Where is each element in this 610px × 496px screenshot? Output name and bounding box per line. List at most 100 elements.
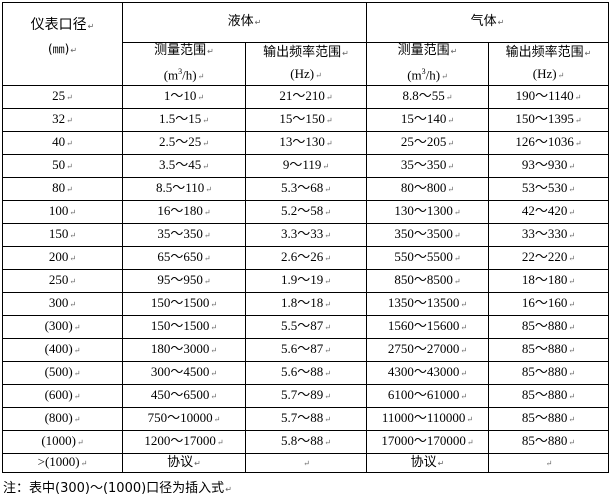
diameter-cell: (1000) bbox=[2, 430, 123, 455]
liquid-freq-cell bbox=[245, 453, 367, 474]
cell-text: 11000～110000 bbox=[382, 410, 473, 425]
cell-text: 100 bbox=[49, 203, 76, 218]
liquid-measure-cell: 1200～17000 bbox=[122, 430, 246, 455]
cell-text: 35～350 bbox=[157, 226, 210, 241]
liquid-freq-cell: 3.3～33 bbox=[245, 223, 367, 248]
unit-sup: 3 bbox=[178, 67, 183, 76]
gas-freq-cell bbox=[488, 453, 609, 474]
diameter-cell: 300 bbox=[2, 292, 123, 317]
cell-text: (600) bbox=[45, 387, 81, 402]
table-row: 40 2.5～25 13～130 25～205 126～1036 bbox=[2, 131, 609, 156]
liquid-freq-cell: 5.2～58 bbox=[245, 200, 367, 225]
cell-text: (400) bbox=[45, 341, 81, 356]
measure-range-label: 测量范围 bbox=[367, 43, 488, 60]
diameter-cell: 40 bbox=[2, 131, 123, 156]
gas-freq-cell: 150～1395 bbox=[488, 108, 609, 133]
gas-freq-cell: 33～330 bbox=[488, 223, 609, 248]
table-row: 200 65～650 2.6～26 550～5500 22～220 bbox=[2, 246, 609, 271]
gas-freq-cell: 85～880 bbox=[488, 315, 609, 340]
diameter-cell: 200 bbox=[2, 246, 123, 271]
gas-measure-cell: 1350～13500 bbox=[366, 292, 489, 317]
cell-text: 300～4500 bbox=[151, 364, 217, 379]
cell-text: (1000) bbox=[41, 433, 83, 448]
diameter-cell: (600) bbox=[2, 384, 123, 409]
liquid-freq-cell: 1.9～19 bbox=[245, 269, 367, 294]
gas-freq-cell: 42～420 bbox=[488, 200, 609, 225]
gas-measure-cell: 8.8～55 bbox=[366, 85, 489, 110]
cell-text: 1560～15600 bbox=[388, 318, 467, 333]
gas-freq-cell: 190～1140 bbox=[488, 85, 609, 110]
cell-text: 150～1500 bbox=[151, 295, 217, 310]
liquid-measure-cell: 2.5～25 bbox=[122, 131, 246, 156]
cell-text: 42～420 bbox=[522, 203, 575, 218]
cell-text: 95～950 bbox=[157, 272, 210, 287]
cell-text: 5.6～88 bbox=[281, 364, 331, 379]
liquid-freq-cell: 5.7～88 bbox=[245, 407, 367, 432]
diameter-cell: 100 bbox=[2, 200, 123, 225]
liquid-measure-cell: 35～350 bbox=[122, 223, 246, 248]
cell-text: 200 bbox=[49, 249, 76, 264]
cell-text: 750～10000 bbox=[148, 410, 221, 425]
cell-text: 40 bbox=[52, 134, 73, 149]
cell-text: >(1000) bbox=[38, 454, 88, 469]
table-row: (300) 150～1500 5.5～87 1560～15600 85～880 bbox=[2, 315, 609, 340]
cell-text: 16～160 bbox=[522, 295, 575, 310]
cell-text: 16～180 bbox=[157, 203, 210, 218]
liquid-freq-cell: 5.3～68 bbox=[245, 177, 367, 202]
cell-text: 21～210 bbox=[279, 88, 332, 103]
diameter-cell: 32 bbox=[2, 108, 123, 133]
spec-table: 仪表口径 (㎜) 液体 气体 测量范围(m3/h) 输出频率范围(Hz) 测量范… bbox=[2, 1, 609, 474]
liquid-measure-cell: 300～4500 bbox=[122, 361, 246, 386]
table-row: 150 35～350 3.3～33 350～3500 33～330 bbox=[2, 223, 609, 248]
gas-freq-cell: 18～180 bbox=[488, 269, 609, 294]
liquid-freq-cell: 2.6～26 bbox=[245, 246, 367, 271]
table-row: 32 1.5～15 15～150 15～140 150～1395 bbox=[2, 108, 609, 133]
cell-text: 15～140 bbox=[401, 111, 454, 126]
cell-text: 8.5～110 bbox=[156, 180, 212, 195]
liquid-measure-cell: 3.5～45 bbox=[122, 154, 246, 179]
liquid-measure-cell: 1～10 bbox=[122, 85, 246, 110]
liquid-freq-cell: 13～130 bbox=[245, 131, 367, 156]
cell-text: 6100～61000 bbox=[388, 387, 467, 402]
liquid-measure-cell: 8.5～110 bbox=[122, 177, 246, 202]
unit-prefix: (m bbox=[407, 67, 422, 83]
cell-text: 17000～170000 bbox=[381, 433, 473, 448]
header-row-1: 仪表口径 (㎜) 液体 气体 bbox=[2, 1, 609, 87]
cell-text: 5.7～88 bbox=[281, 410, 331, 425]
liquid-measure-cell: 16～180 bbox=[122, 200, 246, 225]
cell-text: 22～220 bbox=[522, 249, 575, 264]
cell-text: 85～880 bbox=[522, 433, 575, 448]
cell-text: 5.5～87 bbox=[281, 318, 331, 333]
liquid-freq-header: 输出频率范围 (Hz) bbox=[245, 41, 367, 87]
cell-text: 5.6～87 bbox=[281, 341, 331, 356]
table-row: 250 95～950 1.9～19 850～8500 18～180 bbox=[2, 269, 609, 294]
gas-header: 气体 bbox=[471, 14, 505, 29]
cell-text: 4300～43000 bbox=[388, 364, 467, 379]
cell-text: 33～330 bbox=[522, 226, 575, 241]
liquid-freq-cell: 5.8～88 bbox=[245, 430, 367, 455]
cell-text: 1.8～18 bbox=[281, 295, 331, 310]
gas-freq-cell: 85～880 bbox=[488, 430, 609, 455]
cell-text: 85～880 bbox=[522, 341, 575, 356]
diameter-label: 仪表口径 bbox=[3, 17, 122, 35]
table-row: (400) 180～3000 5.6～87 2750～27000 85～880 bbox=[2, 338, 609, 363]
cell-text: 2.5～25 bbox=[159, 134, 209, 149]
cell-text: 550～5500 bbox=[394, 249, 460, 264]
cell-text: 50 bbox=[52, 157, 73, 172]
table-row: (1000) 1200～17000 5.8～88 17000～170000 85～880 bbox=[2, 430, 609, 455]
cell-text: 1350～13500 bbox=[388, 295, 467, 310]
cell-text: (800) bbox=[45, 410, 81, 425]
cell-text: 8.8～55 bbox=[403, 88, 453, 103]
liquid-measure-cell: 协议 bbox=[122, 453, 246, 474]
table-row: 100 16～180 5.2～58 130～1300 42～420 bbox=[2, 200, 609, 225]
diameter-cell: (400) bbox=[2, 338, 123, 363]
table-row: 50 3.5～45 9～119 35～350 93～930 bbox=[2, 154, 609, 179]
liquid-measure-cell: 95～950 bbox=[122, 269, 246, 294]
diameter-cell: >(1000) bbox=[2, 453, 123, 474]
table-row: (800) 750～10000 5.7～88 11000～110000 85～880 bbox=[2, 407, 609, 432]
diameter-cell: 50 bbox=[2, 154, 123, 179]
cell-text: 5.7～89 bbox=[281, 387, 331, 402]
liquid-measure-cell: 450～6500 bbox=[122, 384, 246, 409]
cell-text: 250 bbox=[49, 272, 76, 287]
liquid-freq-cell: 5.5～87 bbox=[245, 315, 367, 340]
